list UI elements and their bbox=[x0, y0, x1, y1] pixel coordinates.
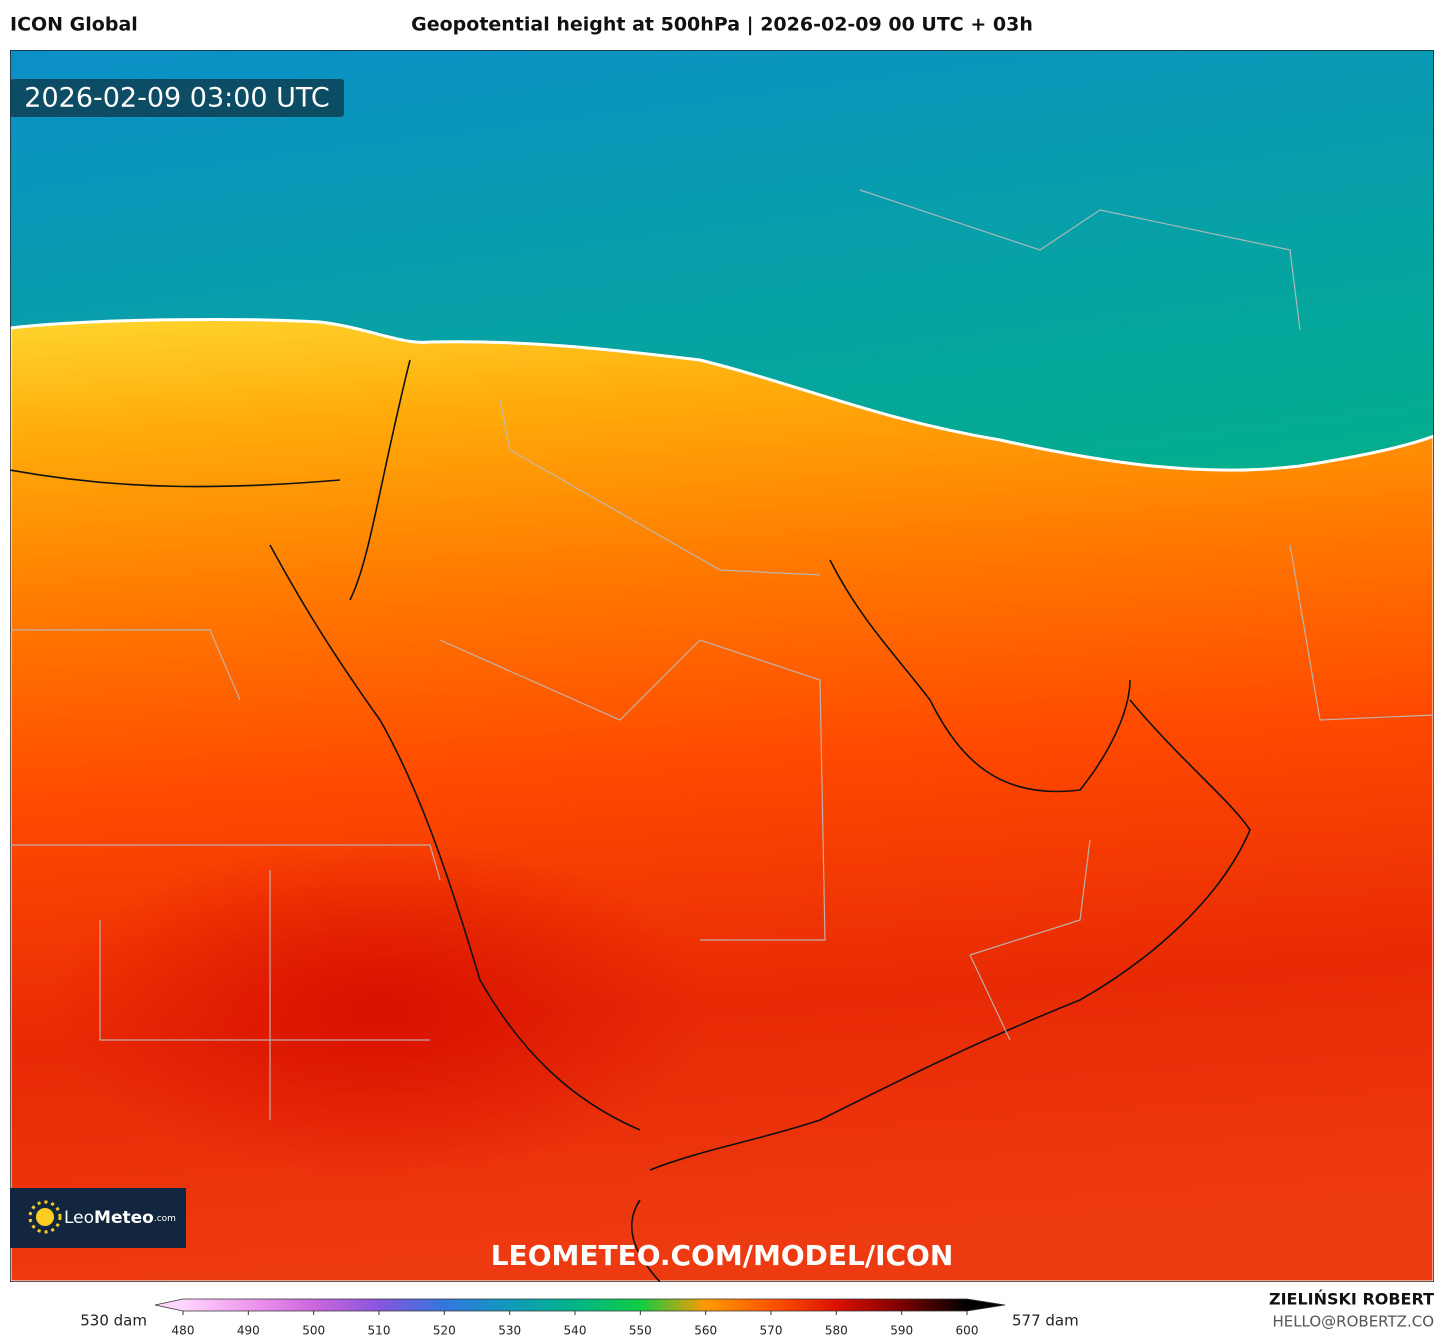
author: ZIELIŃSKI ROBERT bbox=[1269, 1290, 1434, 1309]
valid-time: 2026-02-09 03:00 UTC bbox=[24, 83, 329, 114]
logo-brand: Leo bbox=[64, 1208, 94, 1228]
colorbar-tick-label: 580 bbox=[825, 1324, 848, 1338]
time-badge bbox=[10, 79, 344, 117]
logo-brand-bold: Meteo bbox=[94, 1208, 154, 1228]
model-name: ICON Global bbox=[10, 14, 138, 36]
colorbar-tick-label: 520 bbox=[433, 1324, 456, 1338]
coastlines bbox=[10, 359, 1251, 1282]
colorbar bbox=[154, 1298, 1006, 1312]
colorbar-tick-label: 570 bbox=[760, 1324, 783, 1338]
map-title: Geopotential height at 500hPa | 2026-02-… bbox=[411, 14, 1033, 36]
borders bbox=[10, 189, 1434, 1120]
colorbar-tick-label: 550 bbox=[629, 1324, 652, 1338]
colorbar-tick-label: 590 bbox=[890, 1324, 913, 1338]
colorbar-tick-label: 530 bbox=[498, 1324, 521, 1338]
colorbar-tick-label: 540 bbox=[564, 1324, 587, 1338]
colorbar-tick-label: 600 bbox=[956, 1324, 979, 1338]
colorbar-tick-label: 490 bbox=[237, 1324, 260, 1338]
logo-suffix: .com bbox=[154, 1214, 176, 1224]
colorbar-tick-label: 560 bbox=[694, 1324, 717, 1338]
logo-sun bbox=[36, 1208, 54, 1226]
colorbar-tick-label: 500 bbox=[302, 1324, 325, 1338]
contact: HELLO@ROBERTZ.CO bbox=[1272, 1313, 1434, 1331]
logo-rays bbox=[28, 1200, 62, 1234]
colorbar-ticks: 480 490 500 510 520 530 540 550 560 570 580 590 600 bbox=[172, 1311, 979, 1338]
colorbar-tick-label: 480 bbox=[172, 1324, 195, 1338]
height-maximum bbox=[50, 840, 710, 1180]
logo-text: LeoMeteo.com bbox=[64, 1208, 176, 1228]
colorbar-tick-label: 510 bbox=[368, 1324, 391, 1338]
map bbox=[10, 50, 1434, 1282]
legend-min-label: 530 dam bbox=[80, 1312, 147, 1330]
legend-max-label: 577 dam bbox=[1012, 1312, 1079, 1330]
watermark: LEOMETEO.COM/MODEL/ICON bbox=[491, 1239, 954, 1272]
